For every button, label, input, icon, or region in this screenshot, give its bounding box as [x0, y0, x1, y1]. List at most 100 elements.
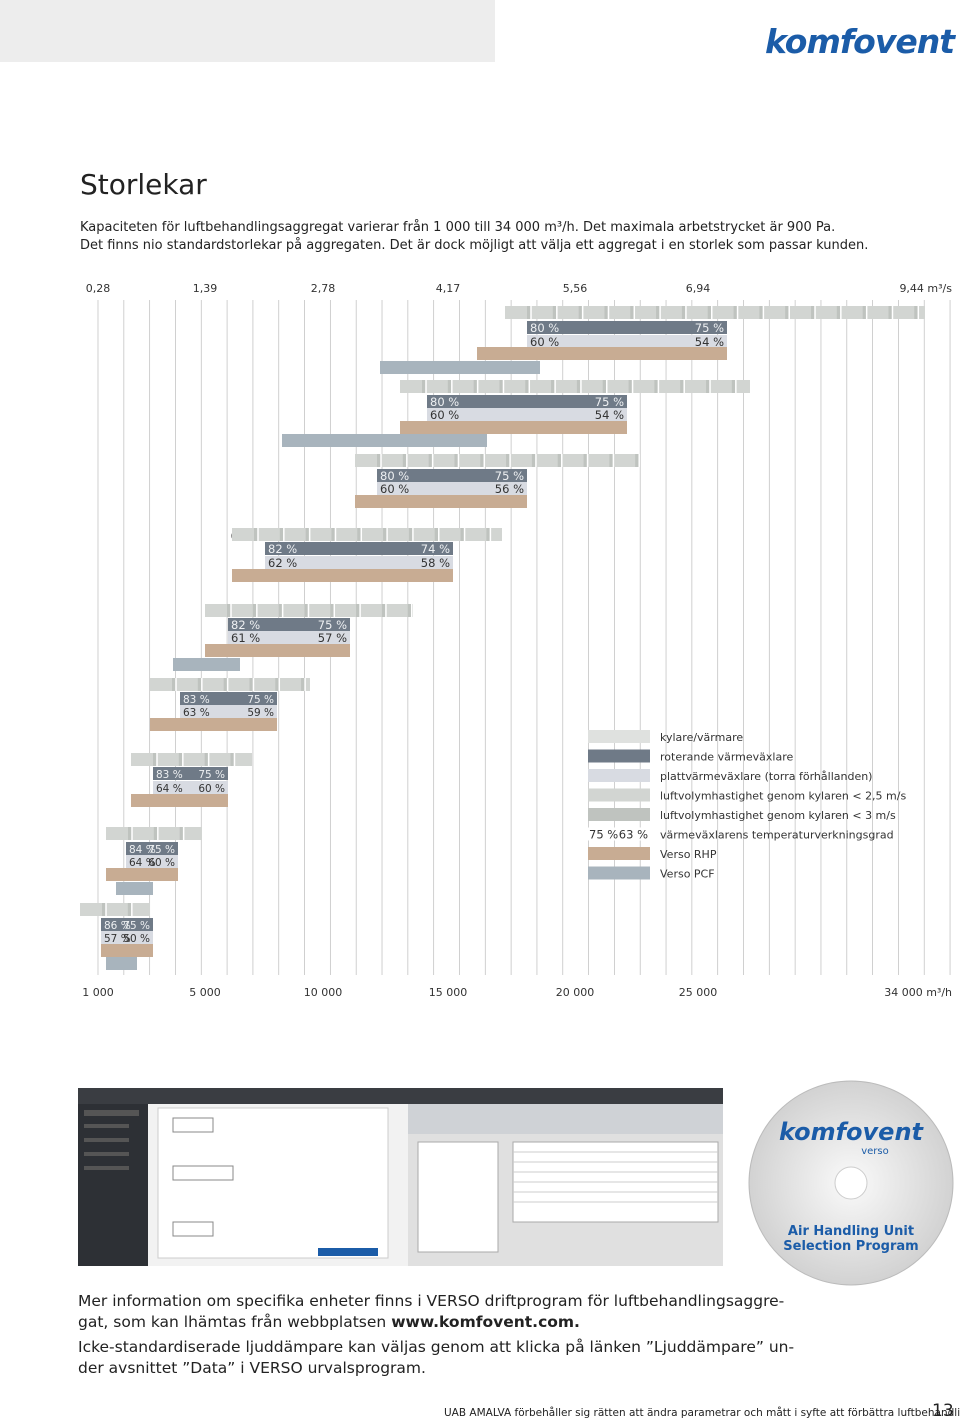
coil-bar-seg	[733, 306, 738, 319]
coil-bar-seg	[304, 604, 309, 617]
coil-bar-seg	[731, 380, 736, 393]
cd-line: Air Handling Unit	[788, 1224, 914, 1239]
bottom-axis-label: 20 000	[556, 986, 595, 999]
legend-label: luftvolymhastighet genom kylaren < 2,5 m…	[660, 790, 906, 803]
page-number: 13	[932, 1401, 954, 1420]
coil-bar-seg	[604, 306, 609, 319]
plate-eff: 59 %	[247, 707, 274, 719]
coil-bar-seg	[408, 528, 413, 541]
coil-bar-seg	[681, 306, 686, 319]
plate-eff: 60 %	[530, 335, 559, 349]
plate-eff: 50 %	[123, 933, 150, 945]
coil-bar-seg	[331, 528, 336, 541]
bottom-axis-label: 5 000	[189, 986, 221, 999]
rotor-eff: 82 %	[231, 618, 260, 632]
rotor-bar	[228, 618, 350, 631]
rotor-bar	[101, 918, 153, 931]
bottom-axis-label: 1 000	[82, 986, 114, 999]
bottom-axis-label: 34 000 m³/h	[884, 986, 952, 999]
legend-label: Verso RHP	[660, 848, 717, 861]
legend-swatch	[588, 769, 650, 782]
coil-bar-seg	[422, 380, 426, 393]
rotor-eff: 84 %	[129, 844, 156, 856]
top-axis-label: 6,94	[686, 282, 711, 295]
top-axis-label: 4,17	[436, 282, 461, 295]
coil-bar-seg	[707, 306, 712, 319]
coil-bar	[232, 528, 502, 541]
pcf-bar	[116, 882, 153, 895]
coil-bar-seg	[102, 903, 106, 916]
coil-bar-seg	[252, 604, 257, 617]
coil-bar-seg	[785, 306, 790, 319]
legend-label: värmeväxlarens temperaturverkningsgrad	[660, 829, 894, 842]
coil-bar-seg	[428, 454, 433, 467]
body-line: gat, som kan lhämtas från webbplatsen ww…	[78, 1313, 580, 1331]
legend-swatch	[588, 827, 650, 841]
coil-bar-seg	[460, 528, 465, 541]
bottom-axis-label: 10 000	[304, 986, 343, 999]
coil-bar-seg	[172, 678, 176, 691]
plate-bar	[101, 931, 153, 944]
bottom-axis-label: 25 000	[679, 986, 718, 999]
software-screenshot	[78, 1088, 723, 1266]
body-line: der avsnittet ”Data” i VERSO urvalsprogr…	[78, 1359, 426, 1377]
coil-bar-seg	[557, 454, 562, 467]
coil-bar	[131, 753, 252, 766]
header-band	[0, 0, 495, 62]
coil-bar-seg	[527, 306, 531, 319]
top-axis-label: 9,44 m³/s	[899, 282, 952, 295]
coil-bar-seg	[551, 380, 556, 393]
coil-bar-seg	[499, 380, 504, 393]
rotor-eff: 80 %	[530, 321, 559, 335]
plate-bar	[427, 408, 627, 421]
legend-swatch	[588, 749, 650, 763]
cd-product: verso	[861, 1146, 889, 1157]
legend-label: plattvärmeväxlare (torra förhållanden)	[660, 770, 872, 783]
top-axis-label: 2,78	[311, 282, 336, 295]
coil-bar-seg	[356, 604, 361, 617]
coil-bar-seg	[275, 678, 280, 691]
coil-bar-seg	[473, 380, 478, 393]
plate-bar	[228, 631, 350, 644]
coil-bar	[355, 454, 640, 467]
coil-bar-seg	[204, 753, 209, 766]
plate-eff: 57 %	[104, 933, 131, 945]
rotor-bar	[427, 395, 627, 408]
title: Storlekar	[80, 168, 207, 201]
legend-sample: 75 %	[589, 828, 618, 842]
body-line: Icke-standardiserade ljuddämpare kan väl…	[78, 1338, 795, 1356]
bottom-axis-label: 15 000	[429, 986, 468, 999]
cd-line: Selection Program	[783, 1239, 918, 1254]
legend-swatch	[588, 788, 650, 802]
plate-eff: 63 %	[183, 707, 210, 719]
rotor-eff: 75 %	[595, 395, 624, 409]
coil-bar-seg	[552, 306, 557, 319]
coil-bar-seg	[480, 454, 485, 467]
plate-eff: 61 %	[231, 631, 260, 645]
legend-swatch	[588, 847, 650, 860]
rhp-bar	[477, 347, 727, 360]
rotor-eff: 75 %	[198, 769, 225, 781]
coil-bar-seg	[383, 528, 388, 541]
rhp-bar	[400, 421, 627, 434]
rhp-bar	[150, 718, 277, 731]
coil-bar-seg	[602, 380, 607, 393]
rotor-eff: 83 %	[156, 769, 183, 781]
rotor-bar	[265, 542, 453, 555]
coil-bar-seg	[230, 753, 235, 766]
coil-bar-seg	[630, 306, 635, 319]
pcf-bar	[380, 361, 540, 374]
coil-bar-seg	[249, 678, 254, 691]
rotor-eff: 86 %	[104, 920, 131, 932]
plate-eff: 60 %	[198, 783, 225, 795]
coil-bar-seg	[914, 306, 919, 319]
rhp-bar	[101, 944, 153, 957]
rotor-eff: 75 %	[247, 694, 274, 706]
plate-eff: 54 %	[695, 335, 724, 349]
coil-bar-seg	[862, 306, 867, 319]
plate-eff: 58 %	[421, 556, 450, 570]
coil-bar-seg	[153, 753, 157, 766]
plate-bar	[126, 855, 178, 868]
coil-bar-seg	[127, 903, 132, 916]
